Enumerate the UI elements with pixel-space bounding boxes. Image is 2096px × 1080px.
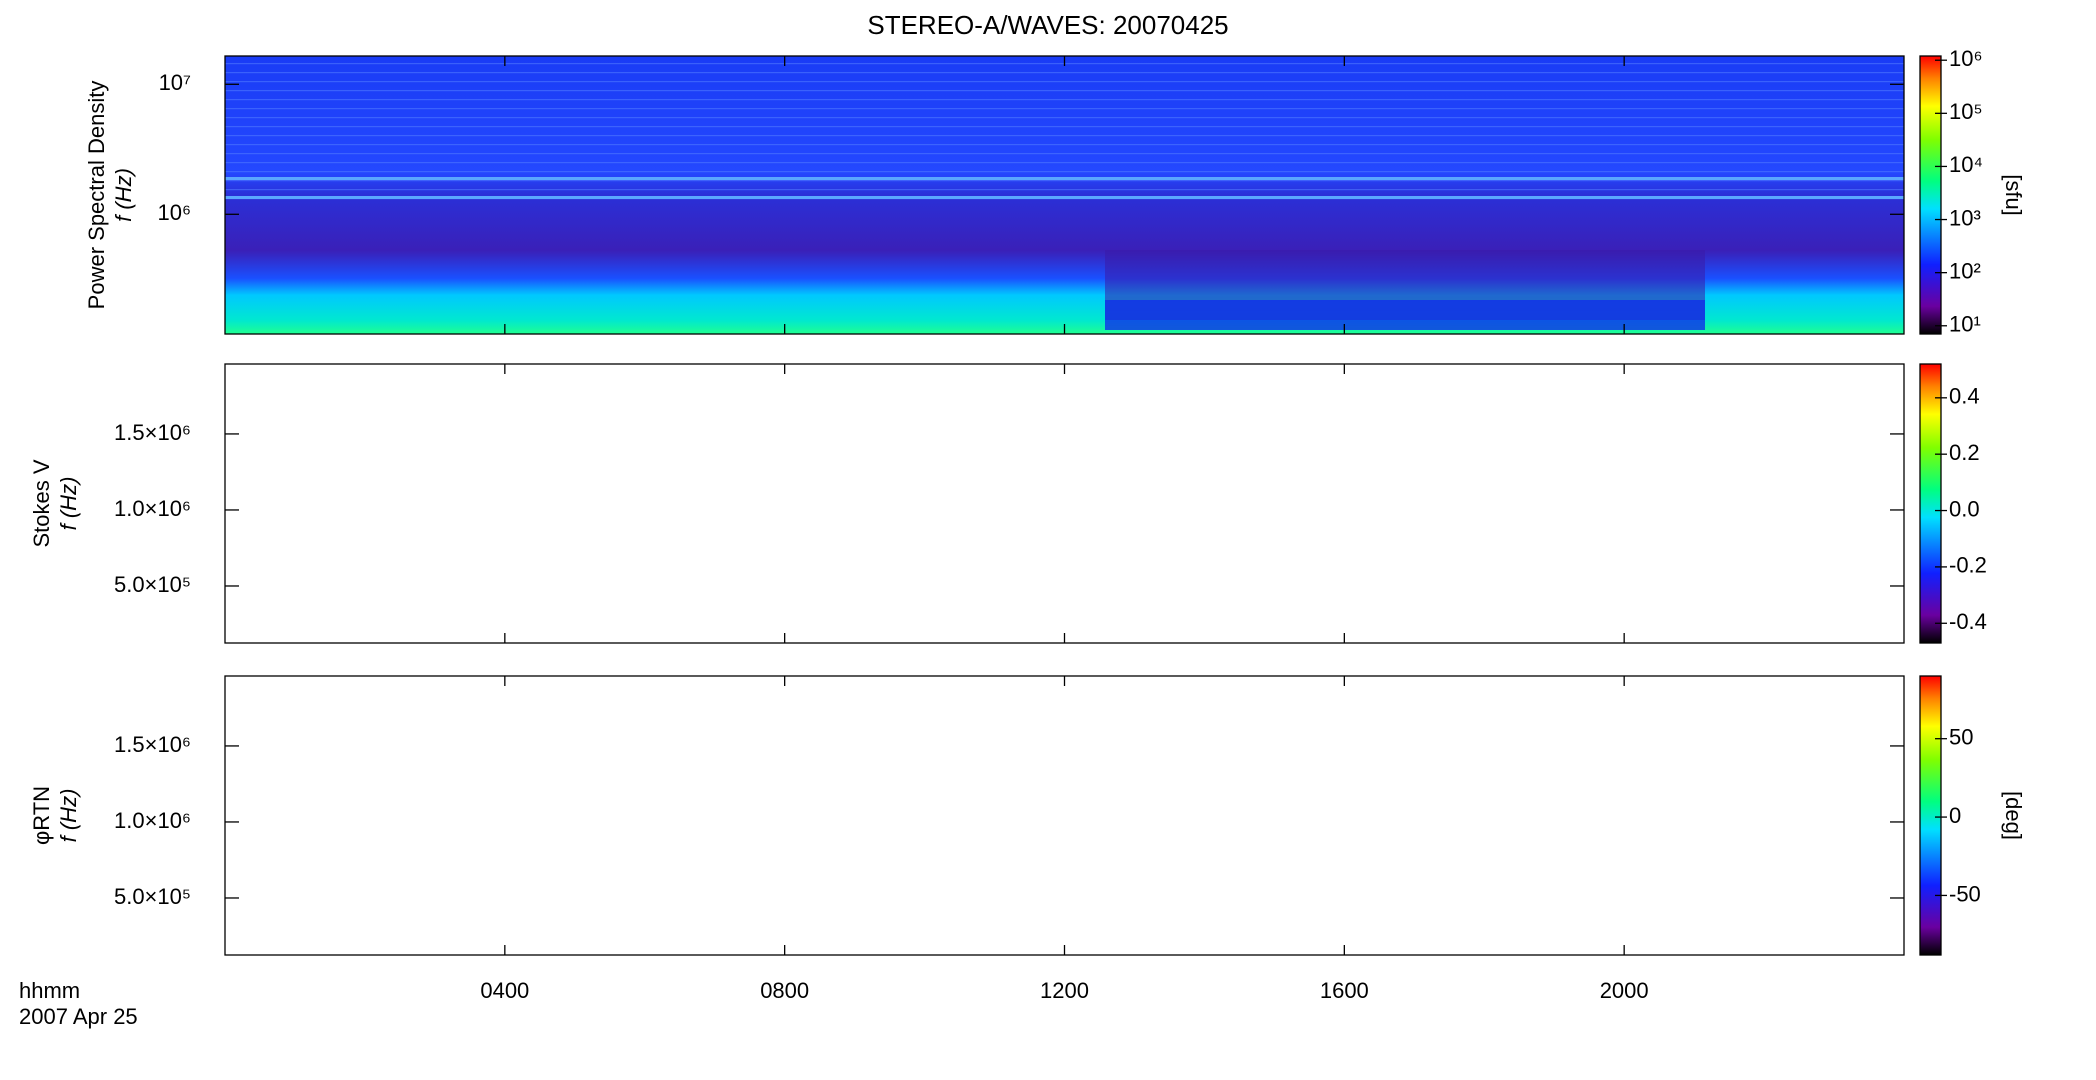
x-axis-label: hhmm: [19, 978, 80, 1003]
colorbar-tick-label: 0: [1949, 803, 1961, 828]
y-axis-label: Power Spectral Density: [84, 81, 109, 310]
y-tick-label: 1.0×10⁶: [114, 808, 191, 833]
y-tick-label: 10⁶: [157, 200, 191, 225]
y-tick-label: 10⁷: [159, 70, 191, 95]
y-axis-label: Stokes V: [29, 459, 54, 547]
y-axis-label: f (Hz): [111, 168, 136, 222]
chart-title: STEREO-A/WAVES: 20070425: [867, 10, 1228, 40]
x-tick-label: 1200: [1040, 978, 1089, 1003]
colorbar-label: [deg]: [2001, 791, 2026, 840]
colorbar: [1919, 363, 1942, 644]
y-tick-label: 5.0×10⁵: [114, 884, 191, 909]
y-tick-label: 1.0×10⁶: [114, 496, 191, 521]
y-axis-label: f (Hz): [56, 477, 81, 531]
x-tick-label: 1600: [1320, 978, 1369, 1003]
y-axis-label: f (Hz): [56, 789, 81, 843]
plot-frame: [224, 675, 1905, 956]
colorbar-tick-label: 10¹: [1949, 312, 1981, 337]
y-tick-label: 5.0×10⁵: [114, 572, 191, 597]
colorbar-tick-label: 0.0: [1949, 496, 1980, 521]
colorbar-tick-label: 10³: [1949, 205, 1981, 230]
colorbar-tick-label: 50: [1949, 725, 1973, 750]
colorbar-tick-label: -0.2: [1949, 553, 1987, 578]
x-tick-label: 2000: [1600, 978, 1649, 1003]
plot-frame: [224, 363, 1905, 644]
colorbar: [1919, 675, 1942, 956]
x-tick-label: 0400: [480, 978, 529, 1003]
colorbar-tick-label: 0.2: [1949, 440, 1980, 465]
spectrogram-image: [225, 56, 1904, 334]
colorbar-tick-label: 10⁵: [1949, 99, 1983, 124]
date-label: 2007 Apr 25: [19, 1004, 138, 1029]
colorbar-tick-label: 10⁴: [1949, 152, 1983, 177]
colorbar-label: [sfu]: [2001, 174, 2026, 216]
y-axis-label: φRTN: [29, 786, 54, 845]
y-tick-label: 1.5×10⁶: [114, 420, 191, 445]
colorbar: [1919, 55, 1942, 335]
colorbar-tick-label: 10²: [1949, 258, 1981, 283]
colorbar-tick-label: 10⁶: [1949, 46, 1983, 71]
colorbar-tick-label: 0.4: [1949, 384, 1980, 409]
y-tick-label: 1.5×10⁶: [114, 732, 191, 757]
colorbar-tick-label: -50: [1949, 881, 1981, 906]
x-tick-label: 0800: [760, 978, 809, 1003]
colorbar-tick-label: -0.4: [1949, 609, 1987, 634]
